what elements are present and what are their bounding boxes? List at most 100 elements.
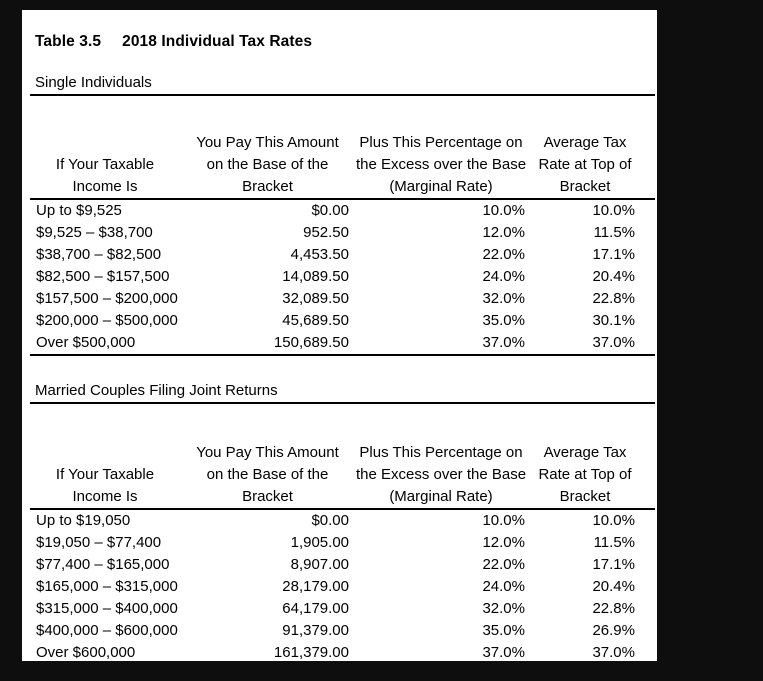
header-cell: If Your Taxable	[55, 156, 155, 173]
table-cell: 10.0%	[482, 202, 525, 219]
table-cell: 24.0%	[482, 268, 525, 285]
table-row: $165,000 – $315,000 28,179.00 24.0% 20.4%	[30, 576, 655, 598]
table-row: Up to $9,525 $0.00 10.0% 10.0%	[30, 199, 655, 222]
table-row: Over $500,000 150,689.50 37.0% 37.0%	[30, 332, 655, 356]
table-cell: 32.0%	[482, 290, 525, 307]
table-row: $9,525 – $38,700 952.50 12.0% 11.5%	[30, 222, 655, 244]
table-cell: 37.0%	[482, 644, 525, 661]
table-cell: 91,379.00	[282, 622, 349, 639]
table-cell: Up to $9,525	[36, 202, 122, 219]
table-cell: 22.8%	[592, 600, 635, 617]
table-cell: 30.1%	[592, 312, 635, 329]
header-cell: Rate at Top of	[538, 156, 632, 173]
table-cell: Over $500,000	[30, 332, 180, 356]
table-row: $38,700 – $82,500 4,453.50 22.0% 17.1%	[30, 244, 655, 266]
section-married-couples: Married Couples Filing Joint Returns You…	[22, 382, 657, 664]
table-cell: 8,907.00	[290, 556, 349, 573]
header-cell: on the Base of the	[206, 466, 329, 483]
table-cell: 32,089.50	[282, 290, 349, 307]
table-title-text: 2018 Individual Tax Rates	[122, 33, 313, 50]
document-title: Table 3.5 2018 Individual Tax Rates	[35, 32, 657, 52]
table-cell: 10.0%	[482, 512, 525, 529]
tax-table-married: You Pay This Amount Plus This Percentage…	[30, 442, 655, 664]
table-cell: 37.0%	[592, 644, 635, 661]
header-cell: the Excess over the Base	[355, 466, 527, 483]
table-cell: $19,050 – $77,400	[36, 534, 162, 551]
table-cell: 14,089.50	[282, 268, 349, 285]
table-row: Over $600,000 161,379.00 37.0% 37.0%	[30, 642, 655, 664]
table-cell: 17.1%	[592, 246, 635, 263]
table-cell: 22.0%	[482, 246, 525, 263]
header-cell: Income Is	[30, 486, 180, 510]
table-cell: 35.0%	[482, 622, 525, 639]
table-cell: $77,400 – $165,000	[36, 556, 170, 573]
table-cell: 32.0%	[482, 600, 525, 617]
table-cell: 22.8%	[592, 290, 635, 307]
header-cell: Average Tax	[543, 444, 627, 461]
table-cell: Over $600,000	[36, 644, 136, 661]
table-row: $19,050 – $77,400 1,905.00 12.0% 11.5%	[30, 532, 655, 554]
table-body: Up to $9,525 $0.00 10.0% 10.0% $9,525 – $38,…	[30, 199, 655, 356]
document-page: Table 3.5 2018 Individual Tax Rates Singl…	[22, 10, 657, 661]
table-cell: 10.0%	[592, 512, 635, 529]
table-cell: 37.0%	[527, 332, 655, 356]
table-row: $82,500 – $157,500 14,089.50 24.0% 20.4%	[30, 266, 655, 288]
table-cell: $38,700 – $82,500	[36, 246, 162, 263]
tax-table-single: You Pay This Amount Plus This Percentage…	[30, 132, 655, 356]
table-header: You Pay This Amount Plus This Percentage…	[30, 132, 655, 200]
header-cell: Bracket	[527, 176, 655, 200]
table-cell: 10.0%	[592, 202, 635, 219]
table-row: Up to $19,050 $0.00 10.0% 10.0%	[30, 509, 655, 532]
header-cell: Rate at Top of	[538, 466, 632, 483]
table-cell: 26.9%	[592, 622, 635, 639]
header-cell: (Marginal Rate)	[355, 486, 527, 510]
header-cell: You Pay This Amount	[196, 444, 339, 461]
table-cell: Up to $19,050	[36, 512, 131, 529]
table-cell: 11.5%	[593, 534, 635, 551]
section-single-individuals: Single Individuals You Pay This Amount P…	[22, 74, 657, 356]
table-row: $157,500 – $200,000 32,089.50 32.0% 22.8%	[30, 288, 655, 310]
header-cell: Plus This Percentage on	[359, 444, 523, 461]
table-cell: 20.4%	[592, 578, 635, 595]
header-cell: Average Tax	[543, 134, 627, 151]
table-cell: $9,525 – $38,700	[36, 224, 153, 241]
table-cell: 12.0%	[482, 224, 525, 241]
table-cell: 17.1%	[592, 556, 635, 573]
header-cell: Income Is	[30, 176, 180, 200]
header-cell	[30, 132, 180, 154]
table-cell: 24.0%	[482, 578, 525, 595]
table-row: $200,000 – $500,000 45,689.50 35.0% 30.1%	[30, 310, 655, 332]
header-cell: (Marginal Rate)	[355, 176, 527, 200]
table-cell: $0.00	[311, 202, 349, 219]
table-cell: 22.0%	[482, 556, 525, 573]
table-cell: 4,453.50	[290, 246, 349, 263]
header-cell: If Your Taxable	[55, 466, 155, 483]
table-cell: 1,905.00	[290, 534, 349, 551]
section-heading: Married Couples Filing Joint Returns	[30, 382, 655, 404]
table-cell: 28,179.00	[282, 578, 349, 595]
table-cell: 150,689.50	[180, 332, 355, 356]
table-cell: $157,500 – $200,000	[36, 290, 178, 307]
table-cell: 35.0%	[482, 312, 525, 329]
table-cell: 161,379.00	[273, 644, 349, 661]
table-cell: 952.50	[303, 224, 349, 241]
header-cell: on the Base of the	[206, 156, 329, 173]
table-cell: $315,000 – $400,000	[36, 600, 178, 617]
table-cell: 45,689.50	[282, 312, 349, 329]
table-cell: $0.00	[311, 512, 349, 529]
table-number-label: Table 3.5	[35, 33, 102, 50]
table-cell: $200,000 – $500,000	[36, 312, 178, 329]
header-cell	[30, 442, 180, 464]
table-cell: 64,179.00	[282, 600, 349, 617]
table-body: Up to $19,050 $0.00 10.0% 10.0% $19,050 – $7…	[30, 509, 655, 664]
table-cell: $165,000 – $315,000	[36, 578, 178, 595]
table-cell: 11.5%	[593, 224, 635, 241]
table-cell: 20.4%	[592, 268, 635, 285]
header-cell: Bracket	[180, 176, 355, 200]
table-cell: 12.0%	[482, 534, 525, 551]
header-cell: Bracket	[527, 486, 655, 510]
header-cell: Bracket	[180, 486, 355, 510]
header-cell: the Excess over the Base	[355, 156, 527, 173]
header-cell: You Pay This Amount	[196, 134, 339, 151]
